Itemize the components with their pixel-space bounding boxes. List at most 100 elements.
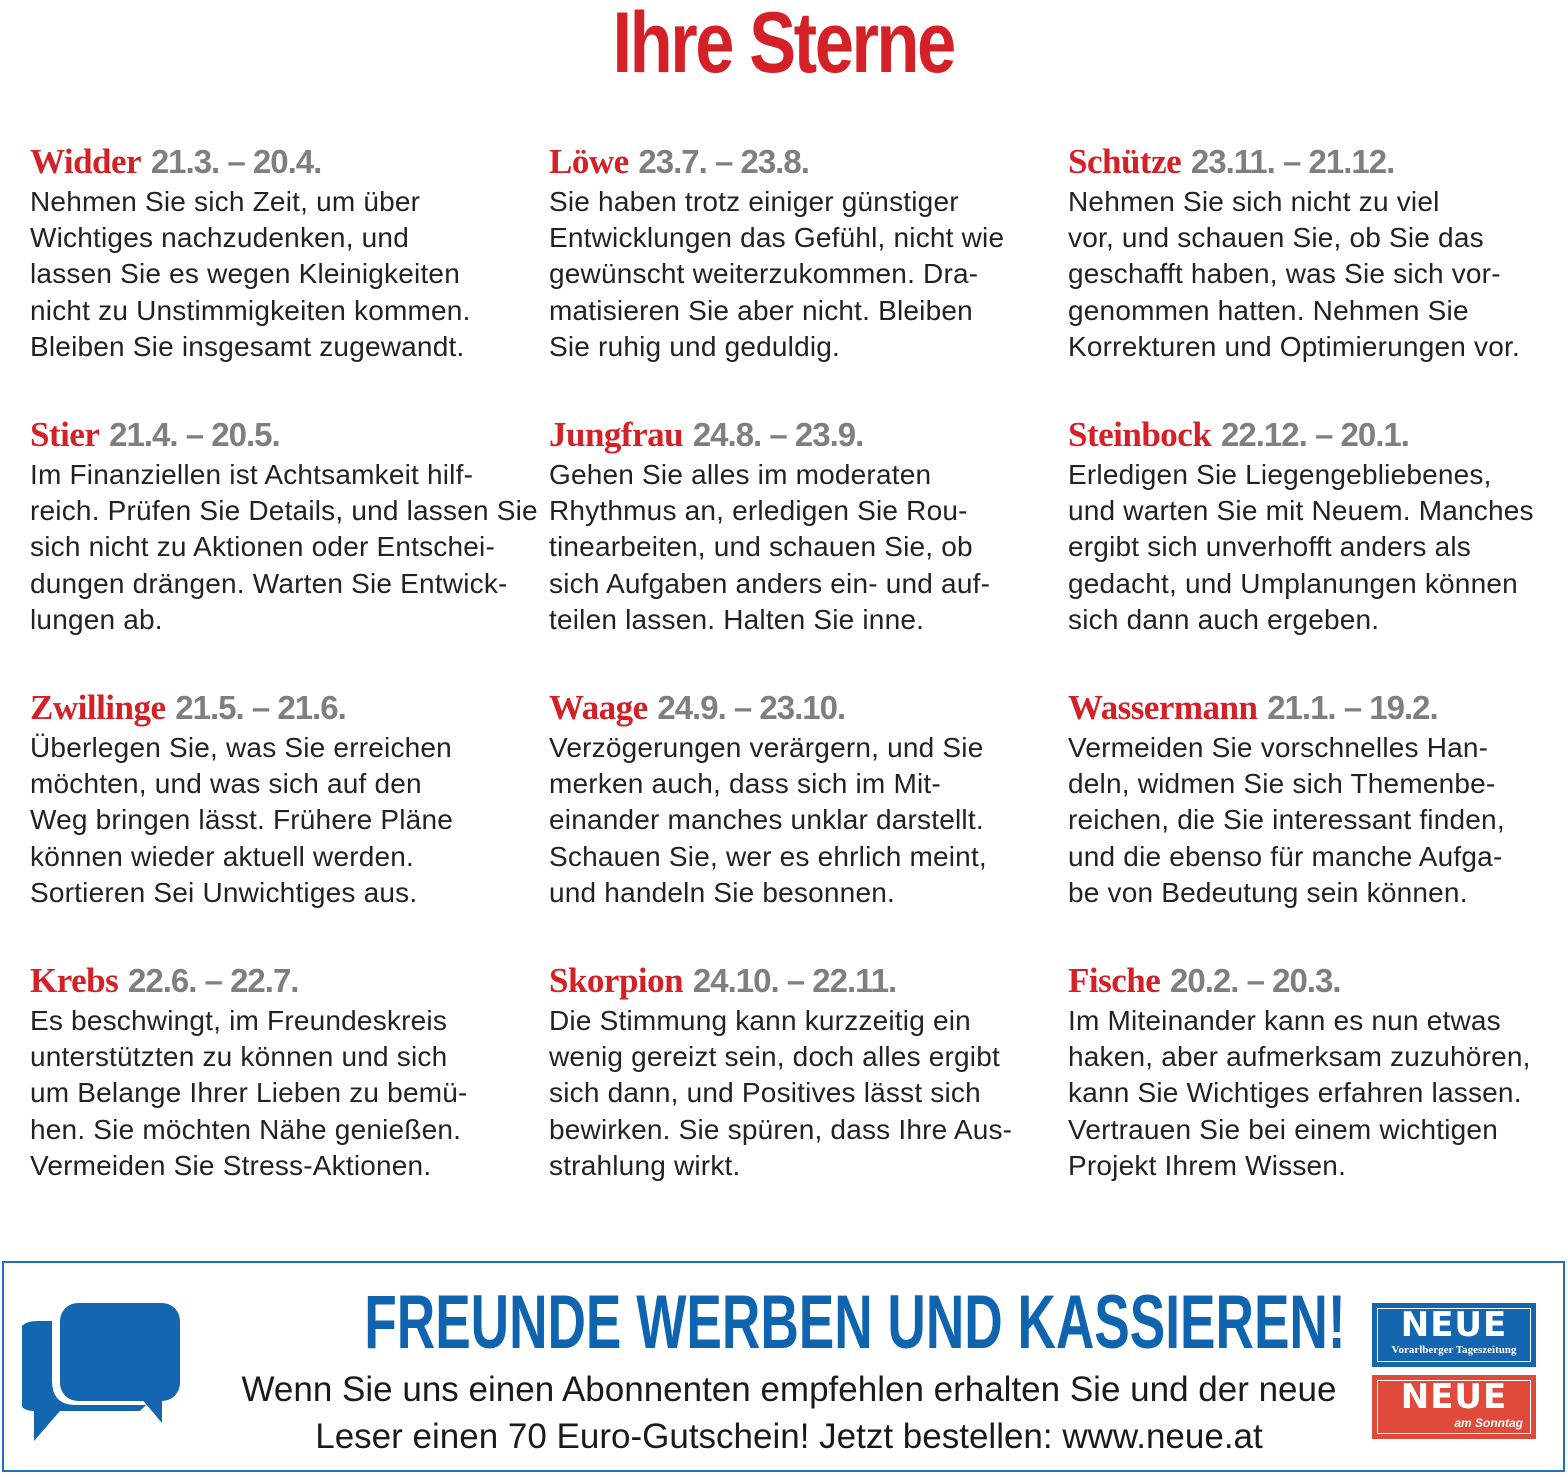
horoscope-text-line: Im Miteinander kann es nun etwas — [1068, 1005, 1501, 1036]
horoscope-text-line: Schauen Sie, wer es ehrlich meint, — [549, 840, 987, 872]
horoscope-entry: Widder 21.3. – 20.4. Nehmen Sie sich Zeit… — [30, 140, 545, 413]
horoscope-entry: Fische 20.2. – 20.3. Im Miteinander kann … — [1068, 959, 1567, 1232]
sign-heading: Stier 21.4. – 20.5. — [30, 413, 545, 457]
horoscope-text-line: reich. Prüfen Sie Details, und lassen Si… — [30, 495, 538, 527]
promo-banner[interactable]: FREUNDE WERBEN UND KASSIEREN! Wenn Sie u… — [2, 1261, 1565, 1472]
sign-heading: Schütze 23.11. – 21.12. — [1068, 140, 1567, 184]
banner-text-line-2: Leser einen 70 Euro-Gutschein! Jetzt bes… — [315, 1417, 1263, 1456]
sign-heading: Zwillinge 21.5. – 21.6. — [30, 686, 545, 730]
horoscope-text-line: haken, aber aufmerksam zuzuhören, — [1068, 1041, 1531, 1073]
horoscope-text-line: gewünscht weiterzukommen. Dra- — [549, 258, 979, 290]
banner-text-line-1: Wenn Sie uns einen Abonnenten empfehlen … — [241, 1370, 1337, 1409]
neue-am-sonntag-logo[interactable]: NEUE am Sonntag — [1372, 1375, 1536, 1439]
horoscope-text-line: können wieder aktuell werden. — [30, 840, 415, 872]
horoscope-text-line: und warten Sie mit Neuem. Manches — [1068, 495, 1534, 527]
horoscope-text-line: Erledigen Sie Liegengebliebenes, — [1068, 459, 1492, 490]
sign-heading: Jungfrau 24.8. – 23.9. — [549, 413, 1064, 457]
banner-headline: FREUNDE WERBEN UND KASSIEREN! — [364, 1280, 1346, 1365]
horoscope-text-line: sich dann, und Positives lässt sich — [549, 1077, 981, 1109]
horoscope-text-line: Die Stimmung kann kurzzeitig ein — [549, 1005, 971, 1036]
horoscope-text-line: Bleiben Sie insgesamt zugewandt. — [30, 330, 465, 362]
horoscope-text-line: strahlung wirkt. — [549, 1149, 741, 1181]
horoscope-text-line: Vertrauen Sie bei einem wichtigen — [1068, 1113, 1498, 1145]
horoscope-text-line: Überlegen Sie, was Sie erreichen — [30, 732, 452, 763]
page-title: Ihre Sterne — [0, 0, 1567, 93]
sign-name: Löwe — [549, 142, 629, 181]
sign-name: Wassermann — [1068, 688, 1258, 727]
horoscope-column-1: Widder 21.3. – 20.4. Nehmen Sie sich Zeit… — [30, 140, 545, 1232]
horoscope-text-line: genommen hatten. Nehmen Sie — [1068, 294, 1469, 326]
sign-dates: 21.3. – 20.4. — [150, 143, 322, 180]
sign-name: Schütze — [1068, 142, 1182, 181]
horoscope-text-line: wenig gereizt sein, doch alles ergibt — [549, 1041, 1000, 1073]
horoscope-text-line: Im Finanziellen ist Achtsamkeit hilf- — [30, 459, 474, 490]
horoscope-entry: Schütze 23.11. – 21.12. Nehmen Sie sich n… — [1068, 140, 1567, 413]
sign-dates: 23.11. – 21.12. — [1190, 143, 1395, 180]
horoscope-text-line: vor, und schauen Sie, ob Sie das — [1068, 222, 1484, 254]
horoscope-text-line: tinearbeiten, und schauen Sie, ob — [549, 531, 973, 563]
horoscope-entry: Steinbock 22.12. – 20.1. Erledigen Sie Li… — [1068, 413, 1567, 686]
horoscope-text-line: merken auch, dass sich im Mit- — [549, 768, 941, 800]
horoscope-text-line: sich nicht zu Aktionen oder Entschei- — [30, 531, 495, 563]
horoscope-text-line: und handeln Sie besonnen. — [549, 876, 895, 908]
sign-dates: 24.9. – 23.10. — [657, 689, 846, 726]
sign-name: Zwillinge — [30, 688, 166, 727]
sign-name: Krebs — [30, 961, 119, 1000]
horoscope-text-line: Projekt Ihrem Wissen. — [1068, 1149, 1347, 1181]
horoscope-text-line: hen. Sie möchten Nähe genießen. — [30, 1113, 462, 1145]
sign-heading: Skorpion 24.10. – 22.11. — [549, 959, 1064, 1003]
speech-bubbles-icon — [22, 1303, 180, 1441]
horoscope-text-line: einander manches unklar darstellt. — [549, 804, 984, 836]
horoscope-text-line: nicht zu Unstimmigkeiten kommen. — [30, 294, 471, 326]
horoscope-text-line: Sie ruhig und geduldig. — [549, 330, 841, 362]
neue-tageszeitung-logo[interactable]: NEUE Vorarlberger Tageszeitung — [1372, 1303, 1536, 1367]
horoscope-entry: Skorpion 24.10. – 22.11. Die Stimmung kan… — [549, 959, 1064, 1232]
horoscope-entry: Zwillinge 21.5. – 21.6. Überlegen Sie, wa… — [30, 686, 545, 959]
horoscope-text-line: Es beschwingt, im Freundeskreis — [30, 1005, 448, 1036]
horoscope-text-line: reichen, die Sie interessant finden, — [1068, 804, 1505, 836]
sign-heading: Löwe 23.7. – 23.8. — [549, 140, 1064, 184]
horoscope-text-line: geschafft haben, was Sie sich vor- — [1068, 258, 1501, 290]
horoscope-text-line: unterstützten zu können und sich — [30, 1041, 448, 1073]
horoscope-text-line: Weg bringen lässt. Frühere Pläne — [30, 804, 453, 836]
sign-dates: 21.5. – 21.6. — [175, 689, 346, 726]
horoscope-text-line: lungen ab. — [30, 603, 163, 635]
sign-dates: 20.2. – 20.3. — [1170, 962, 1341, 999]
sign-heading: Waage 24.9. – 23.10. — [549, 686, 1064, 730]
sign-dates: 21.1. – 19.2. — [1267, 689, 1438, 726]
horoscope-text-line: Entwicklungen das Gefühl, nicht wie — [549, 222, 1005, 254]
horoscope-entry: Stier 21.4. – 20.5. Im Finanziellen ist A… — [30, 413, 545, 686]
sign-dates: 23.7. – 23.8. — [638, 143, 809, 180]
horoscope-text-line: be von Bedeutung sein können. — [1068, 876, 1468, 908]
horoscope-entry: Löwe 23.7. – 23.8. Sie haben trotz einige… — [549, 140, 1064, 413]
horoscope-text-line: Verzögerungen verärgern, und Sie — [549, 732, 984, 763]
horoscope-text-line: Nehmen Sie sich nicht zu viel — [1068, 186, 1440, 217]
horoscope-text-line: sich dann auch ergeben. — [1068, 603, 1380, 635]
horoscope-text-line: matisieren Sie aber nicht. Bleiben — [549, 294, 973, 326]
sign-name: Stier — [30, 415, 100, 454]
horoscope-text-line: kann Sie Wichtiges erfahren lassen. — [1068, 1077, 1522, 1109]
sign-name: Waage — [549, 688, 648, 727]
horoscope-entry: Krebs 22.6. – 22.7. Es beschwingt, im Fre… — [30, 959, 545, 1232]
page-title-text: Ihre Sterne — [612, 0, 957, 91]
sign-heading: Fische 20.2. – 20.3. — [1068, 959, 1567, 1003]
horoscope-text-line: deln, widmen Sie sich Themenbe- — [1068, 768, 1496, 800]
horoscope-text-line: Sortieren Sei Unwichtiges aus. — [30, 876, 418, 908]
sign-heading: Wassermann 21.1. – 19.2. — [1068, 686, 1567, 730]
horoscope-text-line: möchten, und was sich auf den — [30, 768, 422, 800]
horoscope-text-line: Rhythmus an, erledigen Sie Rou- — [549, 495, 968, 527]
sign-name: Widder — [30, 142, 142, 181]
horoscope-text-line: gedacht, und Umplanungen können — [1068, 567, 1518, 599]
horoscope-entry: Jungfrau 24.8. – 23.9. Gehen Sie alles im… — [549, 413, 1064, 686]
sign-name: Skorpion — [549, 961, 684, 1000]
horoscope-column-2: Löwe 23.7. – 23.8. Sie haben trotz einige… — [549, 140, 1064, 1232]
horoscope-text-line: und die ebenso für manche Aufga- — [1068, 840, 1503, 872]
horoscope-text-line: Korrekturen und Optimierungen vor. — [1068, 330, 1520, 362]
horoscope-text-line: um Belange Ihrer Lieben zu bemü- — [30, 1077, 468, 1109]
horoscope-text-line: ergibt sich unverhofft anders als — [1068, 531, 1471, 563]
horoscope-entry: Waage 24.9. – 23.10. Verzögerungen verärg… — [549, 686, 1064, 959]
sign-dates: 22.12. – 20.1. — [1221, 416, 1410, 453]
horoscope-text-line: Sie haben trotz einiger günstiger — [549, 186, 959, 217]
sign-dates: 22.6. – 22.7. — [127, 962, 299, 999]
horoscope-text-line: Wichtiges nachzudenken, und — [30, 222, 409, 254]
